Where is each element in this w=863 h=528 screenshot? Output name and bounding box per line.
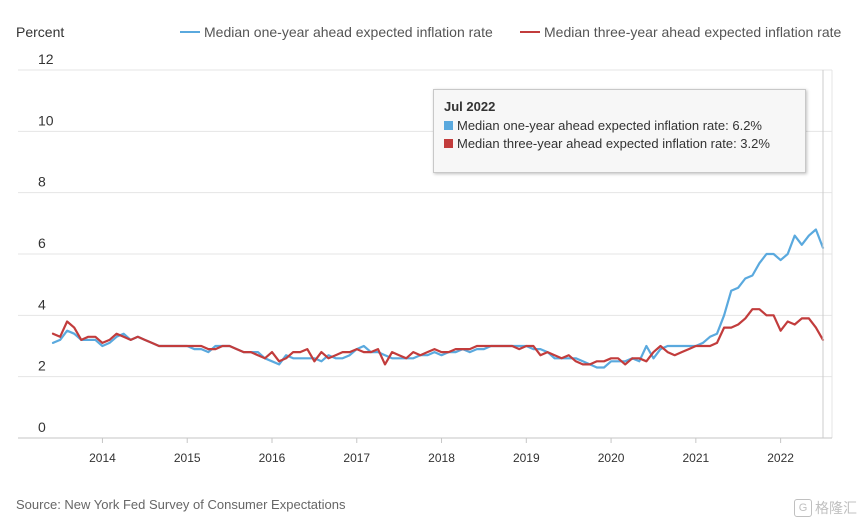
x-tick-label: 2014 [89, 451, 116, 465]
legend-item-three-year[interactable]: Median three-year ahead expected inflati… [520, 24, 841, 40]
tooltip-swatch-three-year [444, 139, 453, 148]
tooltip-swatch-one-year [444, 121, 453, 130]
hover-tooltip: Jul 2022 Median one-year ahead expected … [433, 89, 806, 173]
tooltip-text-one-year: Median one-year ahead expected inflation… [457, 118, 762, 133]
tooltip-title: Jul 2022 [444, 99, 496, 114]
x-tick-label: 2017 [343, 451, 370, 465]
x-tick-label: 2021 [682, 451, 709, 465]
legend-label-one-year: Median one-year ahead expected inflation… [204, 24, 493, 40]
x-tick-label: 2022 [767, 451, 794, 465]
watermark-text: 格隆汇 [815, 500, 857, 516]
series-lines [51, 70, 825, 438]
x-tick-label: 2020 [598, 451, 625, 465]
y-tick-label: 8 [38, 174, 46, 190]
tooltip-row-one-year: Median one-year ahead expected inflation… [444, 118, 795, 133]
x-tick-label: 2018 [428, 451, 455, 465]
x-tick-label: 2019 [513, 451, 540, 465]
series-line-three-year [51, 308, 825, 366]
y-tick-label: 6 [38, 235, 46, 251]
tooltip-row-three-year: Median three-year ahead expected inflati… [444, 136, 795, 151]
legend-swatch-one-year [180, 31, 200, 33]
y-tick-label: 0 [38, 419, 46, 435]
x-tick-label: 2015 [174, 451, 201, 465]
legend-swatch-three-year [520, 31, 540, 33]
x-tick-label: 2016 [259, 451, 286, 465]
grid-lines [18, 69, 833, 439]
legend-item-one-year[interactable]: Median one-year ahead expected inflation… [180, 24, 493, 40]
tooltip-text-three-year: Median three-year ahead expected inflati… [457, 136, 770, 151]
y-tick-label: 10 [38, 112, 54, 128]
legend-label-three-year: Median three-year ahead expected inflati… [544, 24, 842, 40]
y-tick-label: 2 [38, 358, 46, 374]
y-axis: 0 2 4 6 8 10 12 [38, 51, 54, 435]
x-axis: 2014 2015 2016 2017 2018 2019 2020 2021 2022 [18, 437, 832, 465]
y-tick-label: 12 [38, 51, 54, 67]
y-tick-label: 4 [38, 296, 46, 312]
y-axis-title: Percent [16, 24, 65, 40]
watermark-logo-icon: G [794, 499, 812, 517]
watermark: G 格隆汇 [794, 498, 857, 518]
source-note: Source: New York Fed Survey of Consumer … [16, 497, 346, 512]
